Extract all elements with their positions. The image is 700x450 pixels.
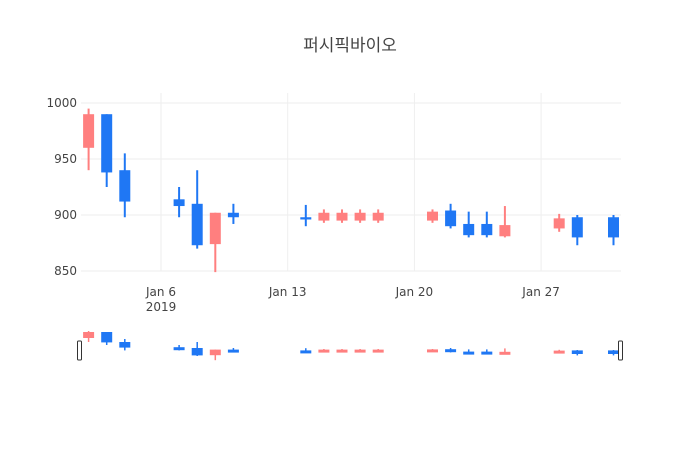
candle[interactable] <box>354 209 366 223</box>
slider-candle <box>445 349 457 353</box>
candle[interactable] <box>191 170 203 249</box>
candle[interactable] <box>83 108 95 171</box>
candles[interactable] <box>83 108 619 273</box>
gridlines <box>81 93 621 272</box>
slider-candle <box>119 342 131 348</box>
slider-candle <box>191 348 203 356</box>
y-axis: 850 900 950 1000 <box>46 96 77 278</box>
candle[interactable] <box>300 204 312 227</box>
candle[interactable] <box>481 211 493 238</box>
slider-candle <box>101 332 113 343</box>
slider-candle <box>209 349 221 356</box>
candle[interactable] <box>101 114 113 187</box>
slider-candle <box>318 349 330 353</box>
candle[interactable] <box>372 209 384 223</box>
slider-candle <box>300 350 312 354</box>
slider-candle <box>427 349 438 353</box>
slider-candle <box>336 349 348 353</box>
candle[interactable] <box>119 153 131 218</box>
slider-candle <box>499 351 511 355</box>
slider-candle <box>83 332 95 338</box>
slider-candle <box>553 350 565 354</box>
candle[interactable] <box>463 211 475 238</box>
candle[interactable] <box>553 213 565 232</box>
x-tick-label: Jan 6 <box>145 285 176 299</box>
slider-candle <box>463 351 475 355</box>
x-tick-label: Jan 27 <box>521 285 560 299</box>
candle[interactable] <box>445 203 457 229</box>
candle[interactable] <box>227 203 239 224</box>
x-tick-label: Jan 13 <box>268 285 307 299</box>
slider-candle <box>173 347 185 351</box>
x-tick-label: Jan 20 <box>395 285 434 299</box>
chart-title: 퍼시픽바이오 <box>303 36 397 56</box>
slider-right-handle[interactable] <box>618 340 623 361</box>
y-tick-label: 850 <box>54 264 77 278</box>
candle[interactable] <box>336 209 348 223</box>
candle[interactable] <box>571 215 583 246</box>
slider-candle <box>372 349 384 353</box>
candle[interactable] <box>427 209 438 223</box>
y-tick-label: 900 <box>54 208 77 222</box>
slider-candle <box>227 349 239 353</box>
y-tick-label: 1000 <box>46 96 77 110</box>
slider-left-handle[interactable] <box>77 340 82 361</box>
candle[interactable] <box>499 206 511 238</box>
y-tick-label: 950 <box>54 152 77 166</box>
candle[interactable] <box>173 187 185 218</box>
x-tick-year: 2019 <box>146 300 177 314</box>
slider-candle <box>571 350 583 354</box>
slider-candle <box>354 349 366 353</box>
slider-candle <box>481 351 493 355</box>
candle[interactable] <box>608 215 619 246</box>
candle[interactable] <box>209 212 221 273</box>
candle[interactable] <box>318 209 330 223</box>
range-slider[interactable] <box>77 331 623 361</box>
slider-candle <box>608 350 619 354</box>
